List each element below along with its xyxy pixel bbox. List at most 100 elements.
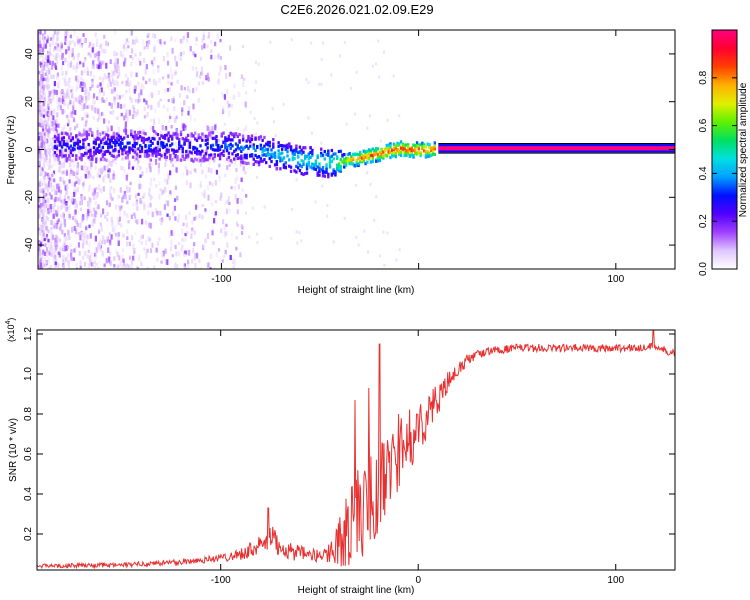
noise-speckle <box>395 258 398 262</box>
ridge-cell <box>163 136 167 140</box>
noise-speckle <box>147 32 150 36</box>
ridge-cell <box>185 138 188 143</box>
noise-speckle <box>57 251 60 256</box>
noise-speckle <box>57 82 60 89</box>
noise-speckle <box>256 241 259 245</box>
noise-speckle <box>59 189 62 194</box>
ridge-cell <box>208 133 211 137</box>
noise-speckle <box>220 228 223 234</box>
noise-speckle <box>41 182 44 186</box>
noise-speckle <box>61 77 65 81</box>
noise-speckle <box>150 60 154 65</box>
noise-speckle <box>382 230 385 234</box>
noise-speckle <box>85 217 89 221</box>
noise-speckle <box>38 205 41 211</box>
noise-speckle <box>72 257 75 261</box>
noise-speckle <box>137 192 140 196</box>
noise-speckle <box>41 135 44 142</box>
noise-speckle <box>42 213 45 218</box>
noise-speckle <box>67 88 70 94</box>
noise-speckle <box>40 132 43 138</box>
ridge-cell <box>169 134 172 138</box>
ridge-cell <box>76 138 80 142</box>
ridge-cell <box>392 142 396 146</box>
noise-speckle <box>109 111 112 115</box>
ridge-cell <box>328 155 332 159</box>
noise-speckle <box>343 40 346 44</box>
ridge-cell <box>158 137 161 141</box>
noise-speckle <box>139 166 142 171</box>
noise-speckle <box>140 82 143 89</box>
noise-speckle <box>181 172 185 177</box>
noise-speckle <box>77 242 81 248</box>
ridge-cell <box>249 140 252 144</box>
noise-speckle <box>142 39 145 45</box>
spectrogram-y-tick-label: -40 <box>24 237 35 252</box>
noise-speckle <box>97 229 101 234</box>
noise-speckle <box>75 67 78 73</box>
noise-speckle <box>152 126 155 132</box>
noise-speckle <box>157 167 161 173</box>
noise-speckle <box>47 124 50 129</box>
ridge-cell <box>289 148 293 152</box>
ridge-cell <box>332 157 335 161</box>
colorbar-label: Normalized spectral amplitude <box>738 82 749 217</box>
noise-speckle <box>47 112 50 117</box>
noise-speckle <box>134 148 138 152</box>
ridge-cell <box>128 146 131 150</box>
colorbar: 0.00.20.40.60.8 Normalized spectral ampl… <box>698 29 749 276</box>
noise-speckle <box>214 211 218 215</box>
noise-speckle <box>39 208 42 213</box>
ridge-cell <box>320 154 323 158</box>
noise-speckle <box>100 225 103 230</box>
noise-speckle <box>79 84 82 89</box>
noise-speckle <box>65 202 68 207</box>
noise-speckle <box>63 32 67 37</box>
noise-speckle <box>157 67 160 73</box>
noise-speckle <box>202 31 205 38</box>
noise-speckle <box>39 167 42 172</box>
noise-speckle <box>96 173 99 178</box>
noise-speckle <box>83 38 86 43</box>
noise-speckle <box>89 41 92 47</box>
ridge-cell <box>279 159 282 163</box>
noise-speckle <box>47 37 50 41</box>
ridge-cell <box>98 149 101 153</box>
noise-speckle <box>60 204 63 210</box>
ridge-cell <box>314 159 318 163</box>
ridge-cell <box>293 148 296 152</box>
noise-speckle <box>38 46 41 52</box>
ridge-cell <box>366 160 369 164</box>
noise-speckle <box>161 124 164 131</box>
noise-speckle <box>40 181 43 186</box>
noise-speckle <box>192 248 195 254</box>
noise-speckle <box>164 248 167 254</box>
ridge-cell <box>105 158 108 162</box>
ridge-cell <box>227 137 231 142</box>
noise-speckle <box>105 97 108 102</box>
noise-speckle <box>129 80 132 87</box>
noise-speckle <box>54 126 57 131</box>
ridge-cell <box>337 166 341 170</box>
noise-speckle <box>102 208 105 215</box>
ridge-cell <box>382 156 385 160</box>
noise-speckle <box>86 105 89 109</box>
noise-speckle <box>51 99 54 103</box>
ridge-cell <box>394 144 397 148</box>
noise-speckle <box>92 175 95 180</box>
noise-speckle <box>176 195 179 201</box>
noise-speckle <box>149 181 152 187</box>
ridge-cell <box>75 134 78 138</box>
noise-speckle <box>81 231 84 238</box>
noise-speckle <box>187 110 190 116</box>
ridge-cell <box>138 150 142 154</box>
noise-speckle <box>46 138 49 144</box>
ridge-cell <box>60 145 64 149</box>
ridge-cell <box>241 160 245 165</box>
colorbar-tick-label: 0.4 <box>698 166 709 180</box>
noise-speckle <box>40 119 43 126</box>
ridge-cell <box>408 154 412 158</box>
ridge-cell <box>250 134 254 138</box>
ridge-cell <box>204 152 208 156</box>
noise-speckle <box>182 35 185 40</box>
